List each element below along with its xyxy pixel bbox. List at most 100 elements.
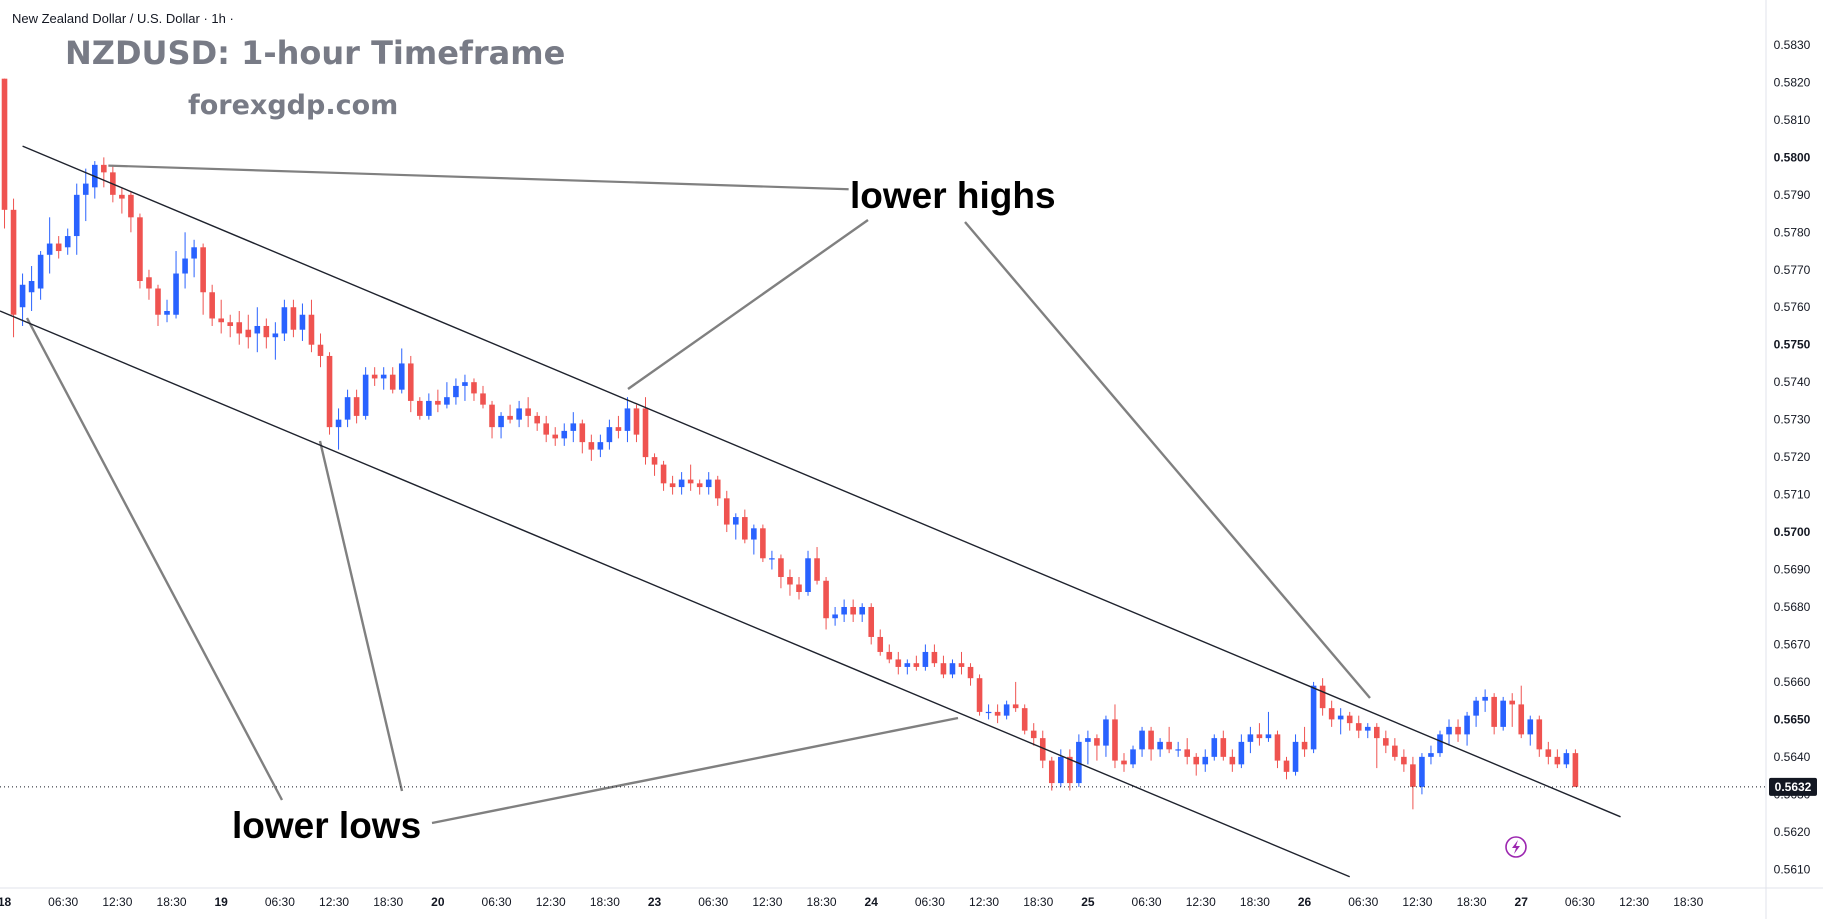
candle-body	[1220, 738, 1227, 757]
current-price-tag: 0.5632	[1769, 777, 1817, 796]
x-tick-label: 23	[648, 895, 662, 909]
candle-body	[462, 382, 468, 386]
candle-body	[904, 663, 911, 667]
candle	[1211, 734, 1218, 761]
candle	[1419, 753, 1425, 795]
candle	[1554, 749, 1561, 769]
candle-body	[119, 194, 125, 199]
x-tick-label: 18:30	[590, 895, 620, 909]
candle-body	[1437, 734, 1443, 754]
x-tick-label: 06:30	[698, 895, 728, 909]
candle	[1364, 723, 1371, 739]
candle-body	[128, 194, 134, 218]
candle-body	[570, 423, 577, 431]
candle-body	[1545, 749, 1552, 757]
candle-body	[913, 663, 920, 667]
watermark-title: NZDUSD: 1-hour Timeframe	[65, 34, 566, 72]
candle-body	[371, 374, 378, 379]
candle-body	[1094, 738, 1100, 746]
candle-body	[642, 408, 649, 458]
x-tick-label: 18:30	[1023, 895, 1053, 909]
candle-body	[1166, 741, 1172, 750]
candle-body	[426, 400, 432, 416]
candles	[1, 78, 1579, 810]
candle	[769, 550, 775, 570]
candle-body	[877, 636, 884, 652]
candle-body	[1455, 726, 1461, 735]
candle-body	[453, 385, 459, 398]
price-axis[interactable]: 0.5830 0.5820 0.5810 0.5800 0.5790 0.5780 0.57…	[1774, 38, 1811, 876]
x-tick-label: 19	[215, 895, 229, 909]
candle-body	[362, 374, 369, 416]
candle	[299, 303, 306, 341]
y-tick-label: 0.5800	[1774, 150, 1811, 164]
candle	[353, 389, 360, 424]
candle-body	[1482, 696, 1488, 701]
time-axis[interactable]: 18 06:30 12:30 18:30 19 06:30 12:30 18:30 20 06:3…	[0, 895, 1704, 909]
candle-body	[976, 678, 983, 712]
candle-body	[1464, 715, 1470, 735]
replay-icon[interactable]	[1505, 836, 1527, 858]
y-tick-label: 0.5730	[1774, 413, 1811, 427]
candle-body	[1139, 730, 1145, 750]
candle	[46, 217, 53, 274]
candle-body	[615, 427, 622, 431]
x-tick-label: 06:30	[48, 895, 78, 909]
candle	[1256, 723, 1263, 746]
candle-body	[37, 254, 44, 289]
candle-body	[326, 355, 333, 428]
upper-channel-line[interactable]	[22, 145, 1621, 818]
y-tick-label: 0.5750	[1774, 338, 1811, 352]
candle-body	[1121, 760, 1127, 765]
candle	[218, 299, 224, 334]
candle-body	[200, 247, 206, 293]
candle-body	[1301, 741, 1308, 750]
lower-highs-line[interactable]	[108, 164, 849, 191]
candle	[1175, 741, 1181, 757]
candle-body	[28, 281, 35, 293]
x-tick-label: 06:30	[1132, 895, 1162, 909]
candle	[841, 599, 847, 622]
candle-body	[1202, 756, 1209, 765]
candle-body	[922, 651, 929, 667]
candle	[200, 243, 206, 315]
candle-body	[353, 397, 360, 416]
candle	[516, 400, 522, 428]
candle	[1048, 756, 1055, 791]
candle	[245, 314, 252, 349]
symbol-header[interactable]: New Zealand Dollar / U.S. Dollar · 1h ·	[12, 11, 234, 26]
candle	[1229, 749, 1236, 772]
y-tick-label: 0.5660	[1774, 675, 1811, 689]
lower-channel-line[interactable]	[0, 310, 1350, 878]
candle-body	[146, 277, 152, 289]
candle-body	[1021, 708, 1028, 731]
candle	[543, 415, 550, 443]
candle-body	[579, 423, 586, 443]
candle	[1527, 715, 1534, 746]
candle-body	[1527, 719, 1534, 735]
candle-body	[606, 427, 613, 443]
candle	[1166, 726, 1172, 754]
candle	[146, 269, 152, 300]
candle-body	[1509, 700, 1516, 705]
candle-body	[1419, 756, 1425, 787]
candle	[1121, 753, 1127, 772]
candle	[173, 251, 179, 319]
candle-body	[1003, 704, 1010, 716]
candle	[561, 423, 568, 446]
candle-body	[335, 419, 342, 428]
candle	[1500, 696, 1506, 731]
candle-body	[1292, 741, 1299, 772]
lower-highs-pointer	[627, 219, 869, 390]
candle-body	[624, 408, 631, 431]
candle-body	[344, 397, 351, 420]
candle-body	[723, 498, 730, 525]
candle-body	[742, 517, 748, 540]
candle-body	[778, 558, 784, 578]
candle-body	[868, 606, 875, 637]
candle	[263, 318, 270, 349]
candle-body	[823, 580, 829, 619]
candle	[1220, 730, 1227, 761]
